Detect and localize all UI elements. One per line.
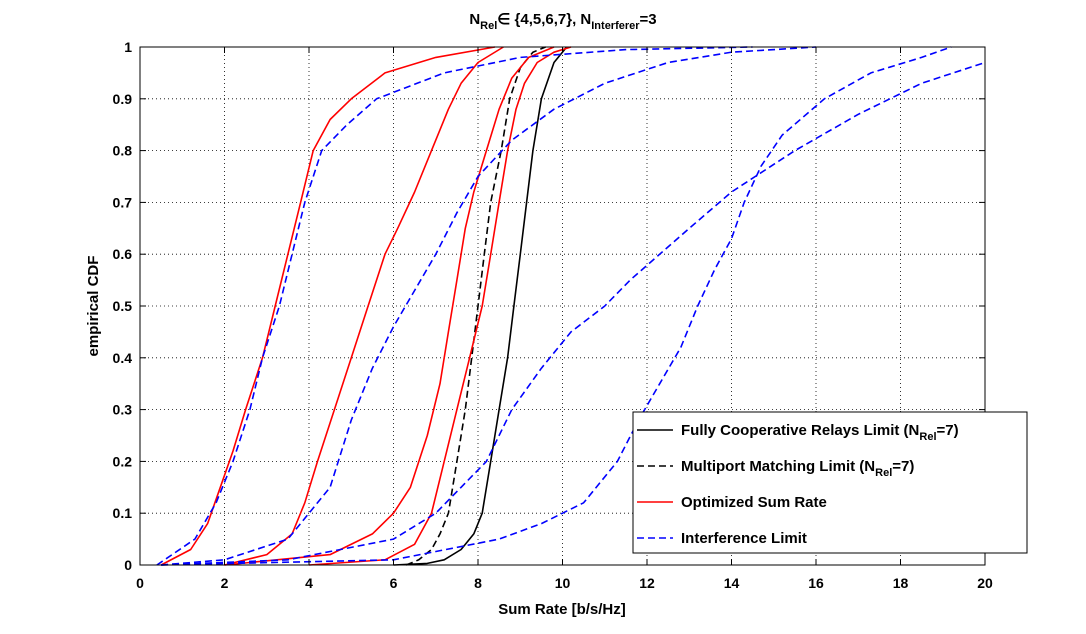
x-tick-label: 14: [724, 575, 740, 591]
x-tick-label: 4: [305, 575, 313, 591]
x-tick-label: 20: [977, 575, 993, 591]
x-axis-label: Sum Rate [b/s/Hz]: [498, 601, 626, 618]
y-tick-label: 0.8: [113, 143, 133, 159]
x-tick-label: 12: [639, 575, 655, 591]
y-axis-label: empirical CDF: [85, 256, 102, 357]
legend: Fully Cooperative Relays Limit (NRel=7) M…: [632, 411, 1028, 554]
legend-entry: Optimized Sum Rate: [681, 494, 827, 511]
y-tick-label: 0.1: [113, 505, 133, 521]
series-line-multiport-matching: [405, 46, 546, 566]
x-tick-label: 0: [136, 575, 144, 591]
series-lines: [156, 46, 986, 566]
legend-box: [632, 411, 1028, 554]
y-tick-label: 0.6: [113, 246, 133, 262]
y-tick-label: 0.3: [113, 402, 133, 418]
y-tick-label: 0.2: [113, 453, 133, 469]
legend-entry: Multiport Matching Limit (NRel=7): [681, 458, 914, 479]
series-line-interference: [161, 46, 817, 566]
y-tick-label: 0.9: [113, 91, 133, 107]
series-line-optimized: [224, 46, 504, 566]
series-line-fully-cooperative: [393, 46, 568, 566]
legend-entry: Interference Limit: [681, 530, 807, 547]
plot-frame: [139, 46, 986, 566]
chart-title: NRel∈ {4,5,6,7}, NInterferer=3: [469, 11, 656, 32]
x-tick-label: 2: [221, 575, 229, 591]
series-line-optimized: [224, 46, 555, 566]
x-tick-label: 16: [808, 575, 824, 591]
legend-entry: Fully Cooperative Relays Limit (NRel=7): [681, 422, 959, 443]
y-tick-label: 0.5: [113, 298, 133, 314]
x-tick-label: 8: [474, 575, 482, 591]
x-tick-label: 18: [893, 575, 909, 591]
y-tick-label: 1: [124, 39, 132, 55]
series-line-interference: [156, 46, 753, 566]
x-tick-label: 6: [390, 575, 398, 591]
series-line-interference: [161, 46, 952, 566]
series-line-optimized: [308, 46, 572, 566]
y-tick-label: 0.4: [113, 350, 133, 366]
y-tick-label: 0.7: [113, 194, 133, 210]
x-tick-label: 10: [555, 575, 571, 591]
series-line-interference: [161, 61, 986, 566]
axis-ticks: 0 2 4 6 8 10 12 14 16 18 20 0 0.1 0.2 0.3 0.4 0.5 0.6 0.7 0…: [113, 39, 993, 591]
y-tick-label: 0: [124, 557, 132, 573]
series-line-optimized: [160, 46, 496, 566]
